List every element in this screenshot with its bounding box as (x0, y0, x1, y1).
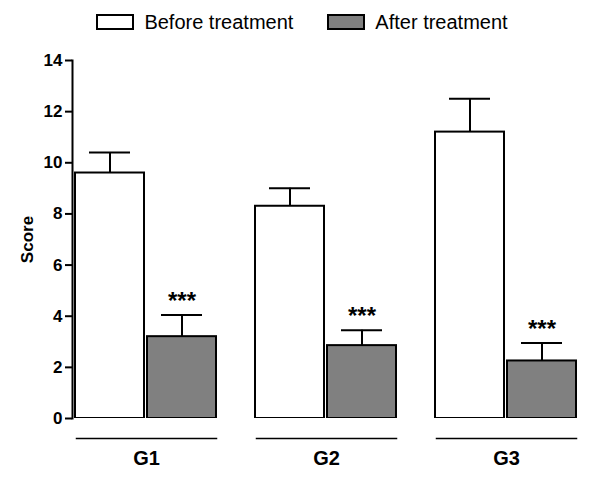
svg-text:4: 4 (53, 307, 63, 326)
svg-text:10: 10 (44, 153, 63, 172)
svg-text:***: *** (528, 315, 557, 342)
svg-text:***: *** (348, 302, 377, 329)
svg-text:Score: Score (18, 216, 37, 263)
svg-text:G3: G3 (493, 447, 520, 469)
html-text:After treatment: After treatment (375, 10, 508, 33)
svg-text:6: 6 (53, 256, 62, 275)
svg-text:12: 12 (44, 102, 63, 121)
svg-text:2: 2 (53, 358, 62, 377)
html-text:Before treatment: Before treatment (144, 10, 294, 33)
svg-text:0: 0 (53, 409, 62, 428)
svg-text:14: 14 (44, 51, 63, 70)
svg-text:8: 8 (53, 204, 62, 223)
svg-text:G1: G1 (133, 447, 160, 469)
svg-text:G2: G2 (313, 447, 340, 469)
svg-text:***: *** (168, 287, 197, 314)
